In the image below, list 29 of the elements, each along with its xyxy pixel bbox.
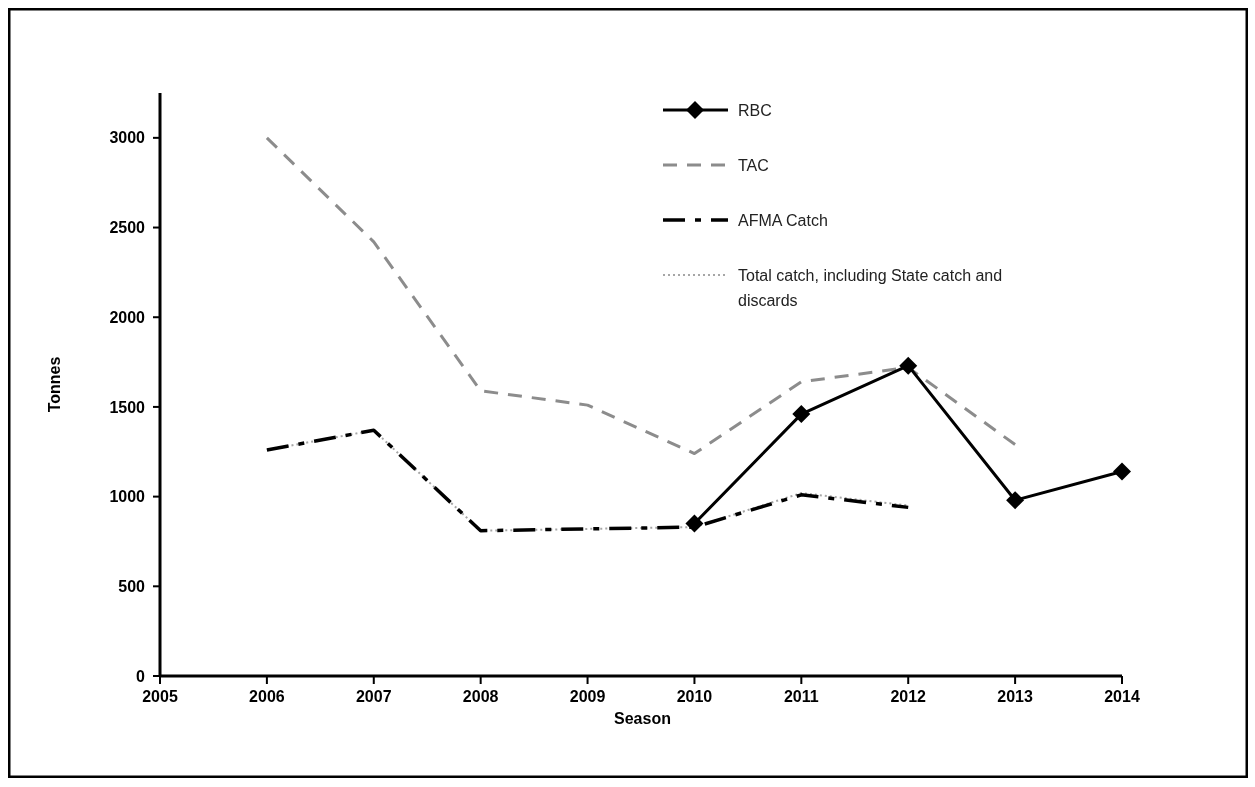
x-tick-label: 2008 — [462, 688, 499, 705]
x-tick-label: 2007 — [355, 688, 392, 705]
x-axis-title: Season — [614, 710, 671, 727]
x-tick-label: 2013 — [997, 688, 1034, 705]
y-axis-title: Tonnes — [46, 356, 63, 413]
x-tick-label: 2014 — [1104, 688, 1140, 705]
point — [1113, 462, 1131, 481]
legend-label: Total catch, including State catch and discards — [738, 266, 1003, 310]
legend-label: TAC — [738, 156, 769, 174]
x-tick-label: 2010 — [676, 688, 713, 705]
legend-label: AFMA Catch — [738, 211, 828, 229]
x-tick-label: 2012 — [890, 688, 927, 705]
y-tick-label: 3000 — [109, 129, 146, 147]
point — [1006, 491, 1025, 510]
line-series — [265, 136, 1017, 456]
point — [792, 405, 811, 424]
y-tick-label: 2500 — [109, 219, 146, 237]
y-tick-label: 1000 — [109, 488, 146, 506]
y-tick-label: 0 — [136, 667, 146, 685]
y-tick-label: 1500 — [109, 398, 146, 416]
point — [685, 514, 704, 533]
x-tick-label: 2011 — [783, 688, 819, 705]
x-tick-label: 2009 — [569, 688, 606, 705]
x-tick-label: 2006 — [249, 688, 285, 705]
y-tick-label: 500 — [118, 577, 146, 595]
x-tick-label: 2005 — [142, 688, 178, 705]
point — [899, 356, 918, 375]
legend-label: RBC — [738, 101, 772, 119]
y-tick-label: 2000 — [109, 308, 146, 326]
